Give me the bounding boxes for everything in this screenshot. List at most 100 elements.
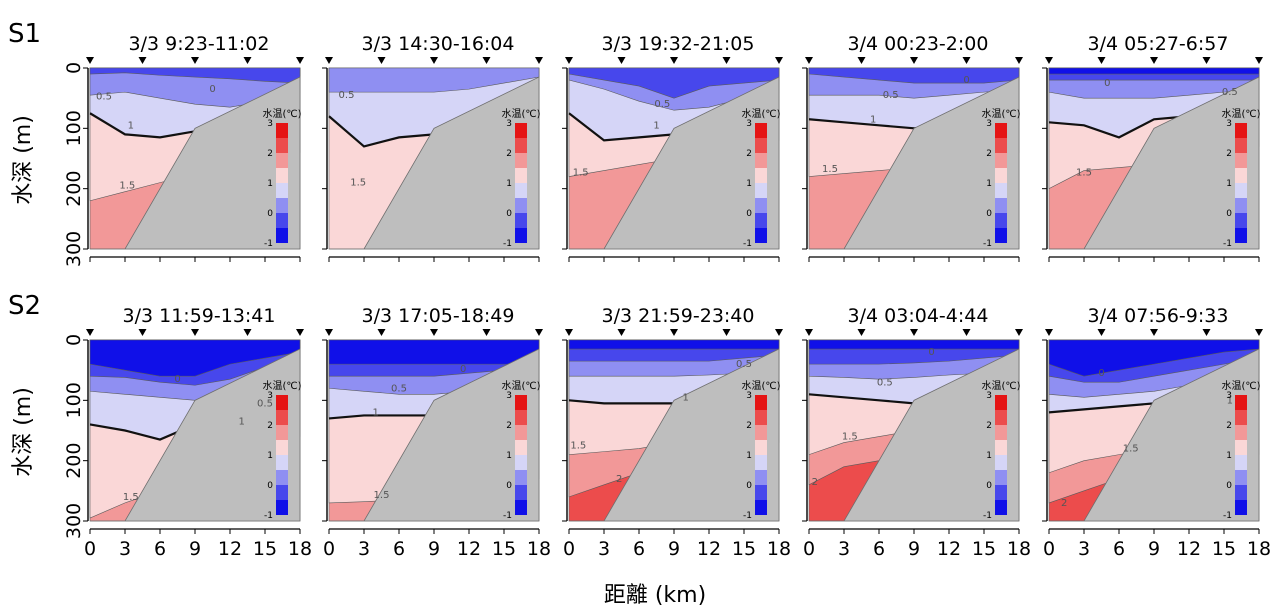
colorbar-swatch: [515, 500, 527, 515]
colorbar-swatch: [276, 455, 288, 470]
colorbar-tick-label: 2: [267, 421, 273, 431]
station-marker: [670, 329, 678, 336]
x-tick-label: 12: [697, 538, 721, 560]
colorbar-swatch: [276, 410, 288, 425]
x-tick-label: 18: [767, 538, 791, 560]
colorbar-swatch: [515, 485, 527, 500]
colorbar-tick-label: 1: [746, 179, 752, 189]
colorbar-swatch: [515, 213, 527, 228]
colorbar-tick-label: 3: [506, 391, 512, 401]
temperature-band: [328, 339, 540, 365]
x-tick-label: 12: [1177, 538, 1201, 560]
colorbar-tick-label: 2: [986, 149, 992, 159]
colorbar-title: 水温(℃): [262, 380, 301, 392]
colorbar-tick-label: -1: [1223, 511, 1232, 521]
colorbar-swatch: [515, 228, 527, 243]
colorbar-tick-label: 2: [746, 149, 752, 159]
colorbar-swatch: [995, 455, 1007, 470]
x-tick-label: 0: [563, 538, 575, 560]
colorbar-swatch: [515, 395, 527, 410]
seabed-area: [569, 348, 780, 522]
station-marker: [377, 329, 386, 336]
station-marker: [857, 57, 866, 64]
station-marker: [1015, 57, 1023, 64]
y-tick-label: 0: [63, 62, 85, 74]
colorbar-tick-label: 2: [986, 421, 992, 431]
seabed-area: [809, 348, 1020, 522]
panel-title: 3/3 9:23-11:02: [129, 33, 270, 55]
contour-label: 1: [682, 392, 688, 403]
panel-title: 3/4 07:56-9:33: [1088, 305, 1229, 327]
panel-title: 3/4 03:04-4:44: [848, 305, 989, 327]
temperature-band: [808, 67, 1020, 84]
x-tick-label: 12: [218, 538, 242, 560]
x-axis-label: 距離 (km): [604, 583, 706, 608]
contour-label: 0: [963, 75, 969, 86]
x-tick-label: 6: [873, 538, 885, 560]
station-marker: [1015, 329, 1023, 336]
station-marker: [535, 329, 543, 336]
station-marker: [430, 57, 438, 64]
section-panel: 3/3 21:59-23:400.511.520 3 6 9 12 15 18水温(℃)32…: [562, 305, 791, 560]
panel-title: 3/4 00:23-2:00: [848, 33, 989, 55]
x-tick-label: 3: [1078, 538, 1090, 560]
station-marker: [962, 57, 971, 64]
x-tick-label: 6: [154, 538, 166, 560]
section-panel: 3/4 00:23-2:00 0 0.5 1 1.5 水温(℃)3 2 1 0 -1: [802, 33, 1023, 262]
station-marker: [1097, 57, 1106, 64]
contour-label: 1: [238, 416, 244, 427]
contour-label: 1.5: [350, 178, 366, 189]
contour-label: 0: [209, 84, 215, 95]
temperature-band: [89, 339, 301, 377]
colorbar-title: 水温(℃): [741, 108, 780, 120]
y-axis-label-lower: 水深 (m): [11, 387, 36, 477]
x-tick-label: 0: [84, 538, 96, 560]
temperature-band: [328, 67, 540, 93]
colorbar-swatch: [276, 395, 288, 410]
colorbar-swatch: [755, 168, 767, 183]
colorbar-swatch: [515, 138, 527, 153]
x-tick-label: 18: [1007, 538, 1031, 560]
colorbar-tick-label: -1: [983, 239, 992, 249]
station-marker: [775, 57, 783, 64]
colorbar-swatch: [515, 440, 527, 455]
temperature-band: [1048, 67, 1260, 75]
temperature-band: [89, 67, 301, 84]
colorbar-swatch: [1235, 455, 1247, 470]
station-marker: [138, 329, 147, 336]
x-tick-label: 6: [393, 538, 405, 560]
colorbar-tick-label: 2: [506, 149, 512, 159]
contour-label: 1.5: [374, 490, 390, 501]
station-marker: [191, 329, 199, 336]
x-tick-label: 9: [1148, 538, 1160, 560]
y-tick-label: 300: [63, 231, 85, 267]
contour-label: 2: [616, 474, 622, 485]
station-marker: [191, 57, 199, 64]
colorbar-tick-label: 1: [267, 179, 273, 189]
colorbar-tick-label: 0: [746, 481, 752, 491]
panel-title: 3/3 21:59-23:40: [602, 305, 755, 327]
station-marker: [86, 57, 94, 64]
panel-title: 3/3 17:05-18:49: [362, 305, 515, 327]
colorbar-swatch: [995, 395, 1007, 410]
station-marker: [670, 57, 678, 64]
station-marker: [482, 57, 491, 64]
x-tick-label: 15: [1212, 538, 1236, 560]
colorbar-title: 水温(℃): [1221, 380, 1260, 392]
station-marker: [482, 329, 491, 336]
station-marker: [1045, 329, 1053, 336]
colorbar-tick-label: 2: [746, 421, 752, 431]
colorbar-swatch: [1235, 198, 1247, 213]
section-panel: 3/3 19:32-21:05 0.5 1 1.5 水温(℃)3 2 1 0 -1: [562, 33, 783, 262]
colorbar-tick-label: 2: [1226, 149, 1232, 159]
colorbar-tick-label: 1: [267, 451, 273, 461]
y-tick-label: 100: [63, 110, 85, 146]
station-marker: [430, 329, 438, 336]
contour-label: 0: [1098, 368, 1104, 379]
x-tick-label: 15: [492, 538, 516, 560]
colorbar-swatch: [276, 440, 288, 455]
